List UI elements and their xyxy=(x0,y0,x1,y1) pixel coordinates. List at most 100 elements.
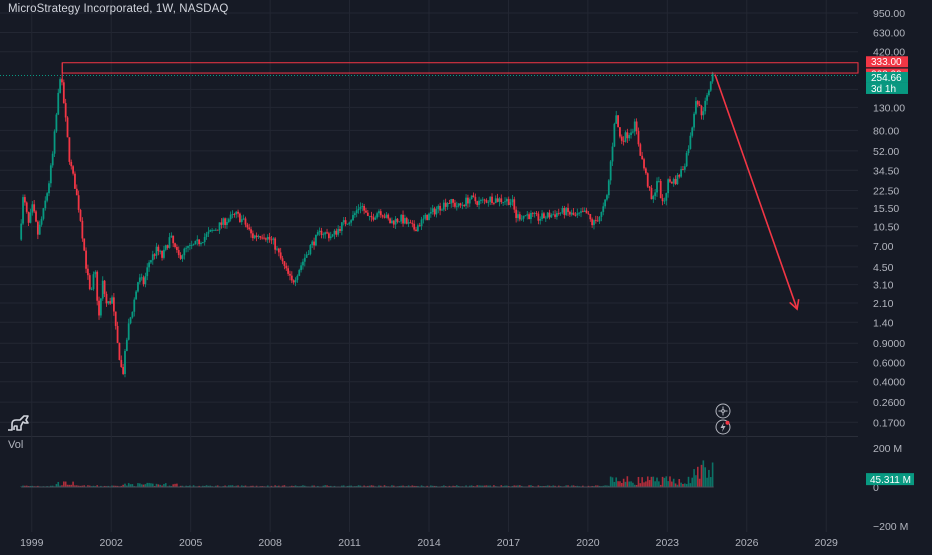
volume-bar xyxy=(684,483,686,487)
x-tick-label: 2023 xyxy=(656,537,680,549)
candle-body xyxy=(292,280,295,283)
candle-body xyxy=(391,220,393,224)
volume-bar xyxy=(77,485,80,487)
volume-bar xyxy=(181,485,184,487)
candle-body xyxy=(353,213,356,216)
volume-bar xyxy=(617,481,619,487)
volume-bar xyxy=(674,483,677,487)
candle-body xyxy=(405,218,408,224)
candle-body xyxy=(51,153,54,166)
candle-body xyxy=(313,241,315,246)
volume-bar xyxy=(172,484,174,487)
volume-bar xyxy=(587,485,590,487)
volume-bar xyxy=(468,485,471,487)
x-tick-label: 1999 xyxy=(20,537,44,549)
candle-body xyxy=(137,282,139,292)
volume-bar xyxy=(146,482,149,487)
candle-body xyxy=(561,207,564,213)
volume-bar xyxy=(520,485,523,487)
candle-body xyxy=(331,234,334,237)
volume-bar xyxy=(37,485,39,487)
volume-bar xyxy=(711,462,714,487)
candle-body xyxy=(311,241,314,246)
candle-body xyxy=(200,243,202,245)
volume-bar xyxy=(378,485,380,487)
volume-bar xyxy=(255,485,258,487)
tradingview-logo-icon[interactable] xyxy=(6,414,32,432)
x-tick-label: 2008 xyxy=(258,537,282,549)
volume-bar xyxy=(326,485,328,487)
volume-bars-layer xyxy=(20,460,714,488)
candle-body xyxy=(409,222,412,224)
candle-body xyxy=(639,144,642,156)
volume-bar xyxy=(380,485,382,487)
candle-body xyxy=(303,257,306,262)
candle-body xyxy=(287,268,290,274)
candle-body xyxy=(342,220,345,223)
candle-body xyxy=(461,204,464,206)
volume-bar xyxy=(363,485,365,487)
candle-body xyxy=(630,132,632,136)
candle-body xyxy=(309,245,312,255)
volume-bar xyxy=(92,485,95,487)
candle-body xyxy=(42,208,45,219)
candle-body xyxy=(79,209,82,221)
volume-bar xyxy=(693,469,695,487)
volume-bar xyxy=(163,483,165,487)
candle-body xyxy=(294,279,297,283)
volume-bar xyxy=(570,485,573,487)
candle-body xyxy=(442,202,445,210)
volume-bar xyxy=(680,482,682,487)
volume-bar xyxy=(155,483,158,487)
volume-bar xyxy=(31,485,34,487)
candle-body xyxy=(448,203,451,204)
volume-bar xyxy=(572,485,575,487)
y-tick-label: 52.00 xyxy=(873,146,899,158)
candle-body xyxy=(255,235,258,238)
candle-body xyxy=(61,79,63,83)
candle-body xyxy=(439,205,442,211)
candle-body xyxy=(285,265,288,269)
volume-bar xyxy=(552,485,554,487)
candle-body xyxy=(444,202,447,207)
candle-body xyxy=(81,220,84,239)
volume-bar xyxy=(24,485,26,487)
candle-body xyxy=(637,131,640,145)
candle-body xyxy=(643,159,645,169)
volume-bar xyxy=(691,477,694,487)
volume-bar xyxy=(454,485,456,487)
volume-bar xyxy=(611,477,614,487)
candle-body xyxy=(665,193,668,201)
volume-bar xyxy=(357,485,360,487)
lightning-alert-icon[interactable] xyxy=(715,419,731,435)
candle-body xyxy=(111,297,113,304)
volume-bar xyxy=(207,485,210,487)
candle-body xyxy=(505,199,508,202)
candle-body xyxy=(53,131,56,154)
candle-body xyxy=(148,262,150,268)
candle-body xyxy=(298,270,301,276)
volume-bar xyxy=(646,476,649,487)
candle-body xyxy=(485,200,488,203)
volume-bar xyxy=(544,485,547,487)
candle-body xyxy=(689,135,692,149)
crosshair-icon[interactable] xyxy=(715,403,731,419)
candle-body xyxy=(340,222,343,231)
y-tick-label: 22.50 xyxy=(873,186,899,198)
candle-body xyxy=(179,255,182,259)
volume-bar xyxy=(59,485,61,487)
volume-bar xyxy=(530,485,532,487)
candle-body xyxy=(641,155,644,160)
candle-body xyxy=(161,251,163,258)
candle-body xyxy=(49,165,52,184)
candle-body xyxy=(355,210,358,214)
volume-bar xyxy=(470,485,473,487)
candle-body xyxy=(455,206,458,208)
volume-bar xyxy=(276,485,278,487)
candle-body xyxy=(155,246,158,256)
candle-body xyxy=(120,359,123,367)
candle-body xyxy=(644,168,647,174)
candle-body xyxy=(357,208,360,211)
candle-body xyxy=(57,92,60,115)
